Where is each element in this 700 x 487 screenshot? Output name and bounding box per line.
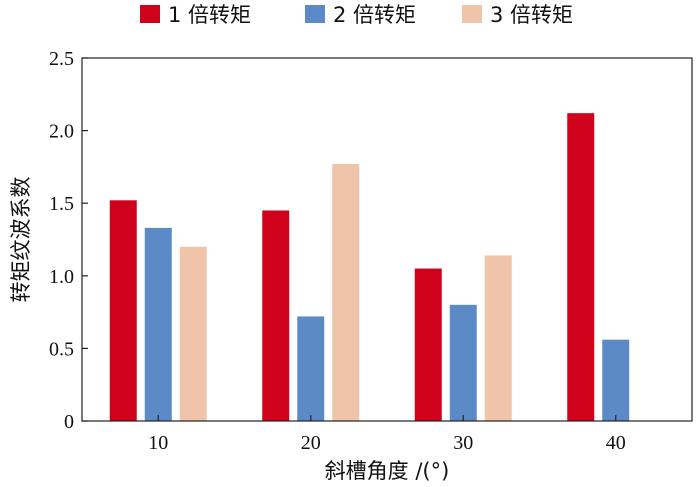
y-tick-label: 0.5 (49, 338, 74, 360)
x-tick-label: 20 (301, 432, 321, 454)
x-axis-title: 斜槽角度 /(°) (325, 459, 450, 483)
legend-label-2: 2 倍转矩 (333, 3, 416, 27)
legend-swatch-3 (462, 5, 482, 23)
y-axis-title: 转矩纹波系数 (9, 177, 33, 303)
x-axis: 10 20 30 40 (148, 415, 626, 454)
bar-series-3-20 (332, 163, 360, 421)
bar-series-2-20 (297, 316, 325, 421)
bar-series-3-10 (179, 246, 207, 421)
x-tick-label: 10 (148, 432, 168, 454)
bar-series-1-30 (414, 268, 442, 421)
legend: 1 倍转矩 2 倍转矩 3 倍转矩 (140, 3, 573, 27)
bar-series-1-40 (567, 113, 595, 422)
bar-series-2-40 (602, 339, 630, 421)
legend-label-1: 1 倍转矩 (168, 3, 251, 27)
y-tick-label: 1.5 (49, 193, 74, 215)
plot-frame (81, 57, 693, 422)
bar-series-2-30 (449, 304, 477, 421)
bar-series-1-10 (109, 200, 137, 421)
legend-label-3: 3 倍转矩 (490, 3, 573, 27)
y-tick-label: 0 (64, 411, 74, 433)
bar-series-1-20 (262, 210, 290, 421)
y-axis: 0 0.5 1.0 1.5 2.0 2.5 (49, 48, 88, 433)
bars (109, 113, 630, 422)
bar-series-2-10 (144, 227, 172, 421)
y-tick-label: 2.0 (49, 121, 74, 143)
legend-swatch-2 (305, 5, 325, 23)
y-tick-label: 2.5 (49, 48, 74, 70)
x-tick-label: 30 (453, 432, 473, 454)
bar-series-3-30 (484, 255, 512, 421)
y-tick-label: 1.0 (49, 266, 74, 288)
x-tick-label: 40 (606, 432, 626, 454)
legend-swatch-1 (140, 5, 160, 23)
